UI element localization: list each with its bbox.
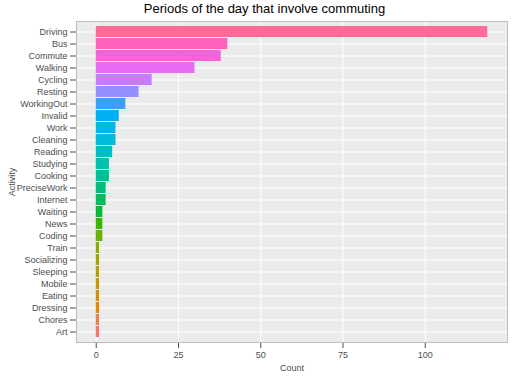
- svg-text:Mobile: Mobile: [41, 279, 68, 289]
- svg-text:100: 100: [418, 350, 433, 360]
- svg-text:Dressing: Dressing: [32, 303, 68, 313]
- svg-text:Activity: Activity: [7, 167, 17, 196]
- svg-text:0: 0: [94, 350, 99, 360]
- svg-text:Driving: Driving: [39, 27, 67, 37]
- svg-text:Cleaning: Cleaning: [32, 135, 68, 145]
- svg-text:Studying: Studying: [32, 159, 67, 169]
- svg-text:25: 25: [173, 350, 183, 360]
- svg-text:Eating: Eating: [42, 291, 68, 301]
- svg-text:50: 50: [256, 350, 266, 360]
- svg-text:Socializing: Socializing: [24, 255, 67, 265]
- svg-text:Coding: Coding: [39, 231, 68, 241]
- svg-text:Invalid: Invalid: [41, 111, 67, 121]
- svg-text:Cooking: Cooking: [34, 171, 67, 181]
- svg-text:Chores: Chores: [38, 315, 68, 325]
- svg-text:Train: Train: [47, 243, 67, 253]
- html-text:Periods of the day that involv: Periods of the day that involve commutin…: [143, 1, 386, 16]
- svg-text:Waiting: Waiting: [38, 207, 68, 217]
- svg-text:Bus: Bus: [52, 39, 68, 49]
- svg-text:Work: Work: [47, 123, 68, 133]
- svg-text:Commute: Commute: [28, 51, 67, 61]
- svg-text:Internet: Internet: [37, 195, 68, 205]
- svg-text:News: News: [45, 219, 68, 229]
- svg-text:75: 75: [338, 350, 348, 360]
- svg-text:Sleeping: Sleeping: [32, 267, 67, 277]
- svg-text:Reading: Reading: [34, 147, 68, 157]
- svg-text:WorkingOut: WorkingOut: [20, 99, 68, 109]
- svg-text:Art: Art: [56, 327, 68, 337]
- svg-text:Cycling: Cycling: [38, 75, 68, 85]
- svg-text:Walking: Walking: [36, 63, 68, 73]
- svg-text:Count: Count: [280, 363, 305, 373]
- svg-text:Resting: Resting: [37, 87, 68, 97]
- svg-text:PreciseWork: PreciseWork: [17, 183, 68, 193]
